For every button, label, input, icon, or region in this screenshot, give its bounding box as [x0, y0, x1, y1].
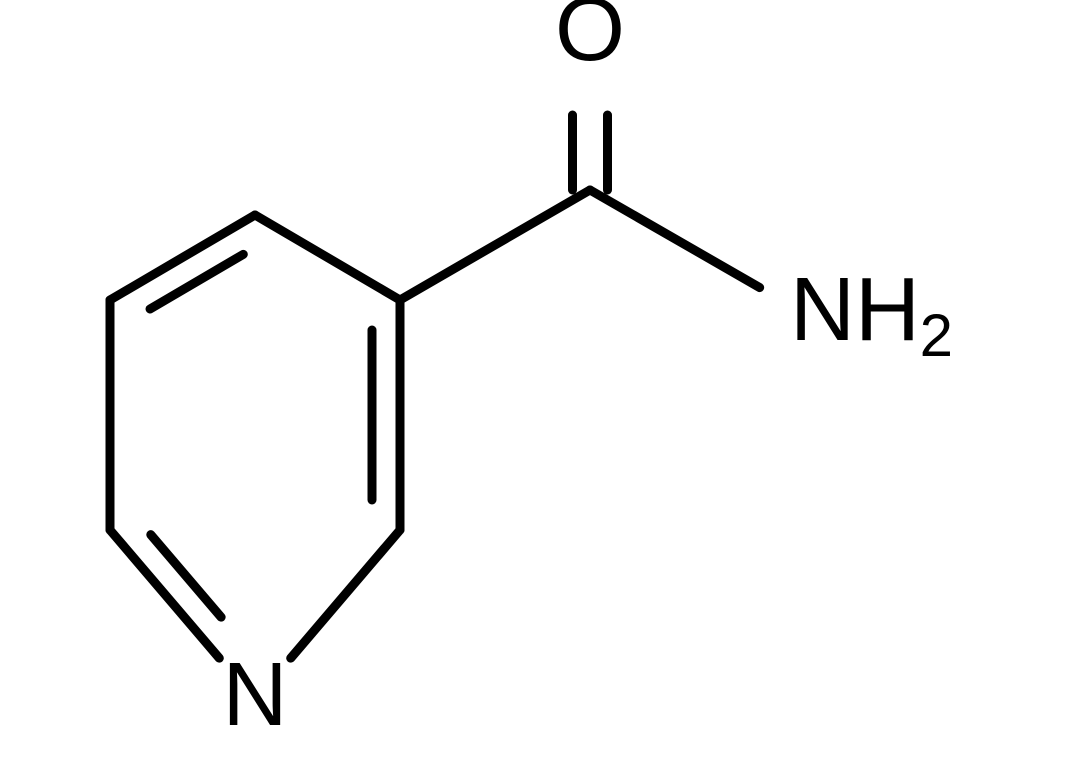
atom-label-N9: NH — [790, 260, 920, 360]
atom-label-N9-sub: 2 — [920, 302, 953, 369]
molecule-diagram: N O NH2 — [0, 0, 1090, 761]
atom-label-N3: N — [223, 645, 288, 745]
atom-label-O8: O — [555, 0, 625, 80]
